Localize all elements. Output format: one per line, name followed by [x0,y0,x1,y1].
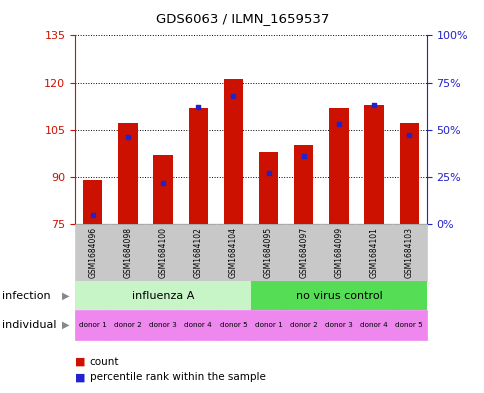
Point [124,134,132,140]
Text: GSM1684102: GSM1684102 [193,227,202,278]
Text: individual: individual [2,320,57,330]
Text: donor 3: donor 3 [324,322,352,328]
Text: ▶: ▶ [61,291,69,301]
Text: influenza A: influenza A [132,291,194,301]
Bar [188,108,208,224]
Text: donor 4: donor 4 [184,322,212,328]
Point [405,132,412,138]
Text: GSM1684104: GSM1684104 [228,227,238,278]
Text: donor 4: donor 4 [360,322,387,328]
Bar [83,180,102,224]
Point [229,93,237,99]
Bar [223,79,242,224]
Text: GSM1684100: GSM1684100 [158,227,167,278]
Text: donor 1: donor 1 [79,322,106,328]
Text: donor 5: donor 5 [394,322,422,328]
Text: ■: ■ [75,356,86,367]
Text: donor 5: donor 5 [219,322,247,328]
Text: GDS6063 / ILMN_1659537: GDS6063 / ILMN_1659537 [155,12,329,25]
Text: donor 1: donor 1 [254,322,282,328]
Text: infection: infection [2,291,51,301]
Text: GSM1684103: GSM1684103 [404,227,413,278]
Bar [329,108,348,224]
Bar [153,155,172,224]
Bar [258,152,278,224]
Point [264,170,272,176]
Text: no virus control: no virus control [295,291,381,301]
Text: GSM1684097: GSM1684097 [299,227,308,278]
Text: ▶: ▶ [61,320,69,330]
Point [334,121,342,127]
Text: donor 3: donor 3 [149,322,177,328]
Point [194,104,202,110]
Bar [293,145,313,224]
Point [299,153,307,159]
Bar [399,123,418,224]
Point [89,211,96,218]
Text: GSM1684098: GSM1684098 [123,227,132,278]
Text: count: count [90,356,119,367]
Text: GSM1684099: GSM1684099 [333,227,343,278]
Text: percentile rank within the sample: percentile rank within the sample [90,372,265,382]
Text: GSM1684095: GSM1684095 [263,227,272,278]
Point [369,102,377,108]
Bar [363,105,383,224]
Text: ■: ■ [75,372,86,382]
Point [159,179,166,185]
Text: GSM1684101: GSM1684101 [369,227,378,278]
Text: donor 2: donor 2 [114,322,141,328]
Bar [118,123,137,224]
Text: GSM1684096: GSM1684096 [88,227,97,278]
Text: donor 2: donor 2 [289,322,317,328]
